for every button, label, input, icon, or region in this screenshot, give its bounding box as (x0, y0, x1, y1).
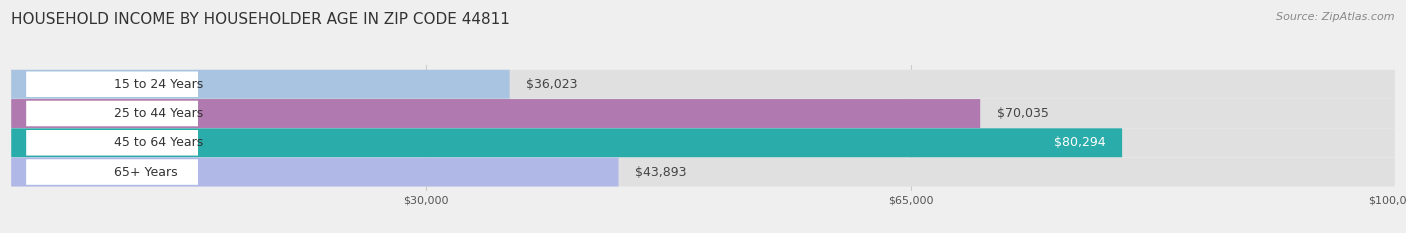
Text: 25 to 44 Years: 25 to 44 Years (114, 107, 204, 120)
Text: HOUSEHOLD INCOME BY HOUSEHOLDER AGE IN ZIP CODE 44811: HOUSEHOLD INCOME BY HOUSEHOLDER AGE IN Z… (11, 12, 510, 27)
Text: 15 to 24 Years: 15 to 24 Years (114, 78, 204, 91)
Text: Source: ZipAtlas.com: Source: ZipAtlas.com (1277, 12, 1395, 22)
FancyBboxPatch shape (11, 158, 619, 186)
FancyBboxPatch shape (11, 70, 1395, 99)
FancyBboxPatch shape (27, 159, 198, 185)
Text: $70,035: $70,035 (997, 107, 1049, 120)
Text: $36,023: $36,023 (526, 78, 578, 91)
FancyBboxPatch shape (11, 128, 1122, 157)
FancyBboxPatch shape (11, 99, 1395, 128)
Text: 65+ Years: 65+ Years (114, 165, 177, 178)
FancyBboxPatch shape (11, 99, 980, 128)
Text: $43,893: $43,893 (636, 165, 686, 178)
FancyBboxPatch shape (11, 128, 1395, 157)
FancyBboxPatch shape (27, 101, 198, 126)
Text: $80,294: $80,294 (1054, 136, 1105, 149)
FancyBboxPatch shape (11, 158, 1395, 186)
FancyBboxPatch shape (27, 130, 198, 156)
FancyBboxPatch shape (27, 72, 198, 97)
FancyBboxPatch shape (11, 70, 509, 99)
Text: 45 to 64 Years: 45 to 64 Years (114, 136, 204, 149)
